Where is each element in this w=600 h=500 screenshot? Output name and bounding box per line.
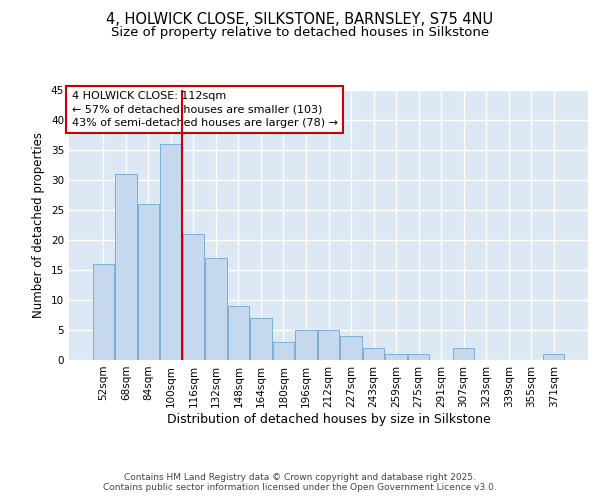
Bar — [385, 354, 407, 360]
Text: Size of property relative to detached houses in Silkstone: Size of property relative to detached ho… — [111, 26, 489, 39]
Text: 4 HOLWICK CLOSE: 112sqm
← 57% of detached houses are smaller (103)
43% of semi-d: 4 HOLWICK CLOSE: 112sqm ← 57% of detache… — [71, 92, 338, 128]
Bar — [363, 348, 384, 360]
Bar — [137, 204, 159, 360]
Bar — [205, 258, 227, 360]
Text: 4, HOLWICK CLOSE, SILKSTONE, BARNSLEY, S75 4NU: 4, HOLWICK CLOSE, SILKSTONE, BARNSLEY, S… — [106, 12, 494, 28]
Bar — [453, 348, 475, 360]
Bar — [295, 330, 317, 360]
Bar — [92, 264, 114, 360]
Bar — [228, 306, 249, 360]
X-axis label: Distribution of detached houses by size in Silkstone: Distribution of detached houses by size … — [167, 412, 490, 426]
Text: Contains HM Land Registry data © Crown copyright and database right 2025.
Contai: Contains HM Land Registry data © Crown c… — [103, 473, 497, 492]
Bar — [340, 336, 362, 360]
Bar — [250, 318, 272, 360]
Bar — [318, 330, 339, 360]
Bar — [182, 234, 204, 360]
Bar — [543, 354, 565, 360]
Bar — [273, 342, 294, 360]
Bar — [408, 354, 429, 360]
Bar — [115, 174, 137, 360]
Bar — [160, 144, 182, 360]
Y-axis label: Number of detached properties: Number of detached properties — [32, 132, 46, 318]
